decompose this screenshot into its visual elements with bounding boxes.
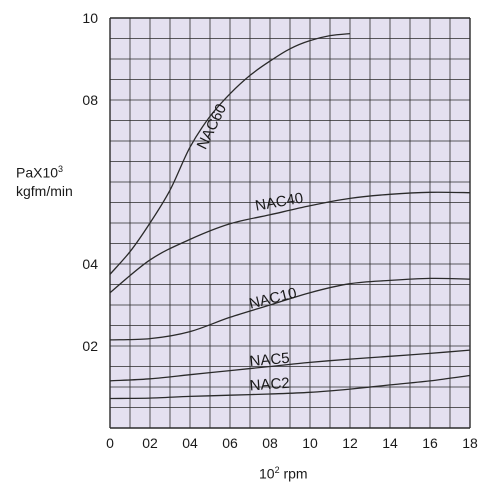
x-tick-label: 14 — [382, 435, 398, 451]
curve-nac60 — [109, 32, 351, 275]
y-tick-label: 08 — [82, 92, 98, 108]
x-tick-labels: 0 02 04 06 08 10 12 14 16 18 — [106, 435, 478, 451]
x-axis-title: 102 rpm — [259, 465, 308, 482]
x-tick-label: 12 — [342, 435, 358, 451]
y-tick-label: 04 — [82, 256, 98, 272]
x-tick-label: 16 — [422, 435, 438, 451]
curve-label-nac5: NAC5 — [249, 350, 290, 370]
x-tick-label: 08 — [262, 435, 278, 451]
x-tick-label: 18 — [462, 435, 478, 451]
x-tick-label: 10 — [302, 435, 318, 451]
x-tick-label: 06 — [222, 435, 238, 451]
x-tick-label: 02 — [142, 435, 158, 451]
x-tick-label: 0 — [106, 435, 114, 451]
curve-nac5 — [109, 349, 471, 382]
x-tick-label: 04 — [182, 435, 198, 451]
curve-nac40 — [109, 191, 471, 294]
curve-nac2 — [109, 374, 471, 400]
curve-nac10 — [109, 277, 471, 341]
curve-label-nac2: NAC2 — [249, 375, 290, 395]
grid — [109, 17, 471, 429]
y-axis-title: PaX103 kgfm/min — [16, 164, 73, 199]
y-tick-labels: 02 04 08 10 — [82, 10, 98, 354]
y-tick-label: 02 — [82, 338, 98, 354]
curves — [109, 32, 471, 400]
y-tick-label: 10 — [82, 10, 98, 26]
